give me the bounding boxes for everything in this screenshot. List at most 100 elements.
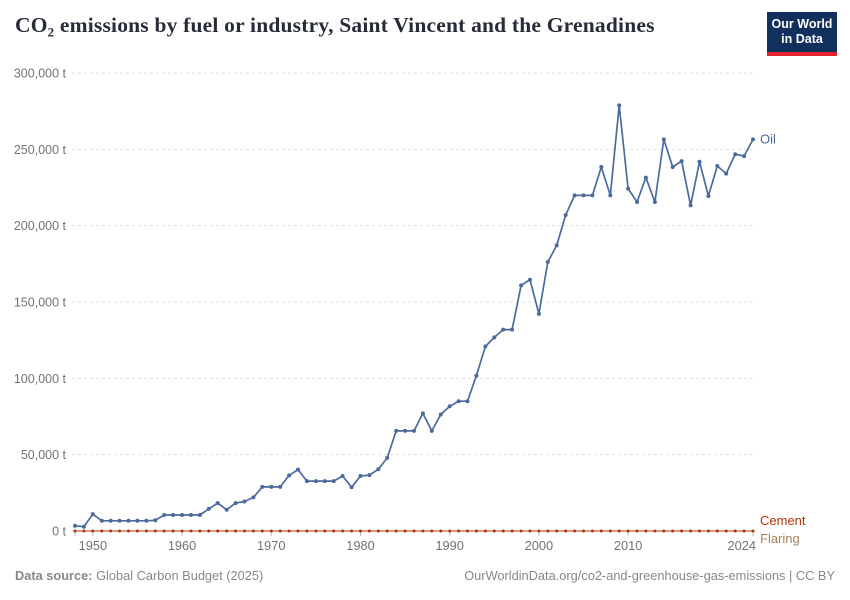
cement-data-point — [590, 529, 594, 533]
cement-data-point — [234, 529, 238, 533]
oil-data-point — [706, 194, 711, 198]
oil-data-point — [153, 518, 158, 523]
cement-data-point — [243, 529, 246, 533]
oil-data-point — [135, 518, 140, 523]
cement-data-point — [537, 529, 541, 533]
cement-data-point — [564, 529, 568, 533]
oil-data-point — [117, 518, 122, 523]
oil-data-point — [73, 523, 77, 528]
oil-data-point — [260, 484, 265, 489]
line-chart-canvas: 0 t 50,000 t 100,000 t 150,000 t 200,000 t 25… — [14, 67, 806, 554]
oil-data-point — [456, 399, 461, 404]
oil-data-point — [126, 518, 131, 523]
chart-footer: Data source: Global Carbon Budget (2025)… — [15, 568, 835, 586]
oil-data-point — [215, 501, 220, 506]
cement-data-point — [225, 529, 229, 533]
cement-data-point — [109, 529, 113, 533]
owid-logo-box: Our World in Data — [767, 12, 837, 52]
cement-data-point — [385, 529, 389, 533]
data-source-note: Data source: Global Carbon Budget (2025) — [15, 568, 263, 586]
cement-data-point — [492, 529, 496, 533]
oil-data-point — [742, 154, 747, 159]
cement-data-point — [198, 529, 202, 533]
oil-data-point — [626, 186, 631, 191]
y-axis-tick-label: 100,000 t — [14, 372, 67, 386]
cement-data-point — [287, 529, 291, 533]
oil-data-point — [304, 479, 309, 484]
cement-data-point — [528, 529, 532, 533]
cement-data-point — [207, 529, 211, 533]
oil-data-point — [733, 152, 738, 157]
oil-data-point — [581, 193, 586, 198]
oil-data-point — [563, 213, 568, 217]
series-label-oil: Oil — [760, 131, 776, 146]
cement-data-point — [501, 529, 505, 533]
cement-data-point — [135, 529, 139, 533]
oil-data-point — [358, 474, 363, 478]
page-title: CO₂ emissions by fuel or industry, Saint… — [15, 13, 655, 37]
oil-data-point — [661, 137, 666, 142]
cement-data-point — [448, 529, 452, 533]
cement-data-point — [412, 529, 416, 533]
y-axis-tick-label: 50,000 t — [21, 448, 67, 462]
oil-data-point — [162, 513, 167, 517]
y-axis-tick-label: 200,000 t — [14, 219, 67, 233]
cement-data-point — [430, 529, 434, 533]
x-axis-tick-label: 2010 — [614, 538, 642, 553]
oil-data-point — [287, 473, 292, 478]
cement-data-point — [100, 529, 104, 533]
oil-data-point — [81, 524, 86, 529]
x-axis-tick-label: 1980 — [346, 538, 374, 553]
cement-data-point — [153, 529, 157, 533]
y-axis-tick-label: 250,000 t — [14, 143, 67, 157]
data-source-value: Global Carbon Budget (2025) — [96, 568, 264, 583]
oil-data-point — [679, 159, 684, 164]
cement-data-point — [599, 529, 603, 533]
cement-data-point — [483, 529, 487, 533]
oil-data-point — [492, 335, 497, 340]
oil-data-point — [108, 518, 113, 523]
cement-data-point — [82, 529, 86, 533]
cement-data-point — [127, 529, 130, 533]
x-axis-tick-label: 1950 — [79, 538, 107, 553]
oil-data-point — [510, 327, 515, 332]
cement-data-point — [260, 529, 264, 533]
oil-data-point — [519, 283, 524, 288]
oil-data-point — [349, 485, 354, 490]
cement-data-point — [367, 529, 371, 533]
oil-data-point — [617, 103, 622, 108]
cement-data-point — [171, 529, 175, 533]
oil-data-point — [652, 200, 657, 204]
cement-data-point — [519, 529, 523, 533]
oil-data-point — [590, 193, 595, 198]
cement-data-point — [73, 529, 77, 533]
cement-data-point — [305, 529, 309, 533]
cement-data-point — [251, 529, 255, 533]
oil-data-point — [465, 399, 470, 404]
cement-data-point — [269, 529, 273, 533]
owid-logo-line1: Our World — [771, 17, 833, 31]
cement-data-point — [296, 529, 300, 533]
cement-data-point — [573, 529, 577, 533]
oil-data-point — [688, 203, 693, 208]
cement-data-point — [216, 529, 220, 533]
oil-series-line — [74, 104, 754, 528]
cement-data-point — [706, 529, 710, 533]
oil-data-point — [429, 428, 434, 433]
data-source-label: Data source: — [15, 568, 93, 583]
x-axis-tick-label: 1970 — [257, 538, 285, 553]
owid-logo-line2: in Data — [781, 32, 823, 46]
oil-data-point — [278, 484, 283, 489]
owid-logo-accent-strip — [767, 52, 837, 56]
cement-data-point — [733, 529, 737, 533]
x-axis-tick-label: 1960 — [168, 538, 196, 553]
cement-data-point — [555, 529, 559, 533]
oil-data-point — [251, 495, 256, 500]
y-axis-tick-label: 0 t — [52, 525, 66, 539]
cement-data-point — [635, 529, 639, 533]
oil-data-point — [536, 311, 541, 316]
cement-data-point — [742, 529, 746, 533]
oil-data-point — [269, 484, 274, 489]
oil-data-point — [474, 373, 479, 378]
oil-data-point — [483, 344, 488, 349]
